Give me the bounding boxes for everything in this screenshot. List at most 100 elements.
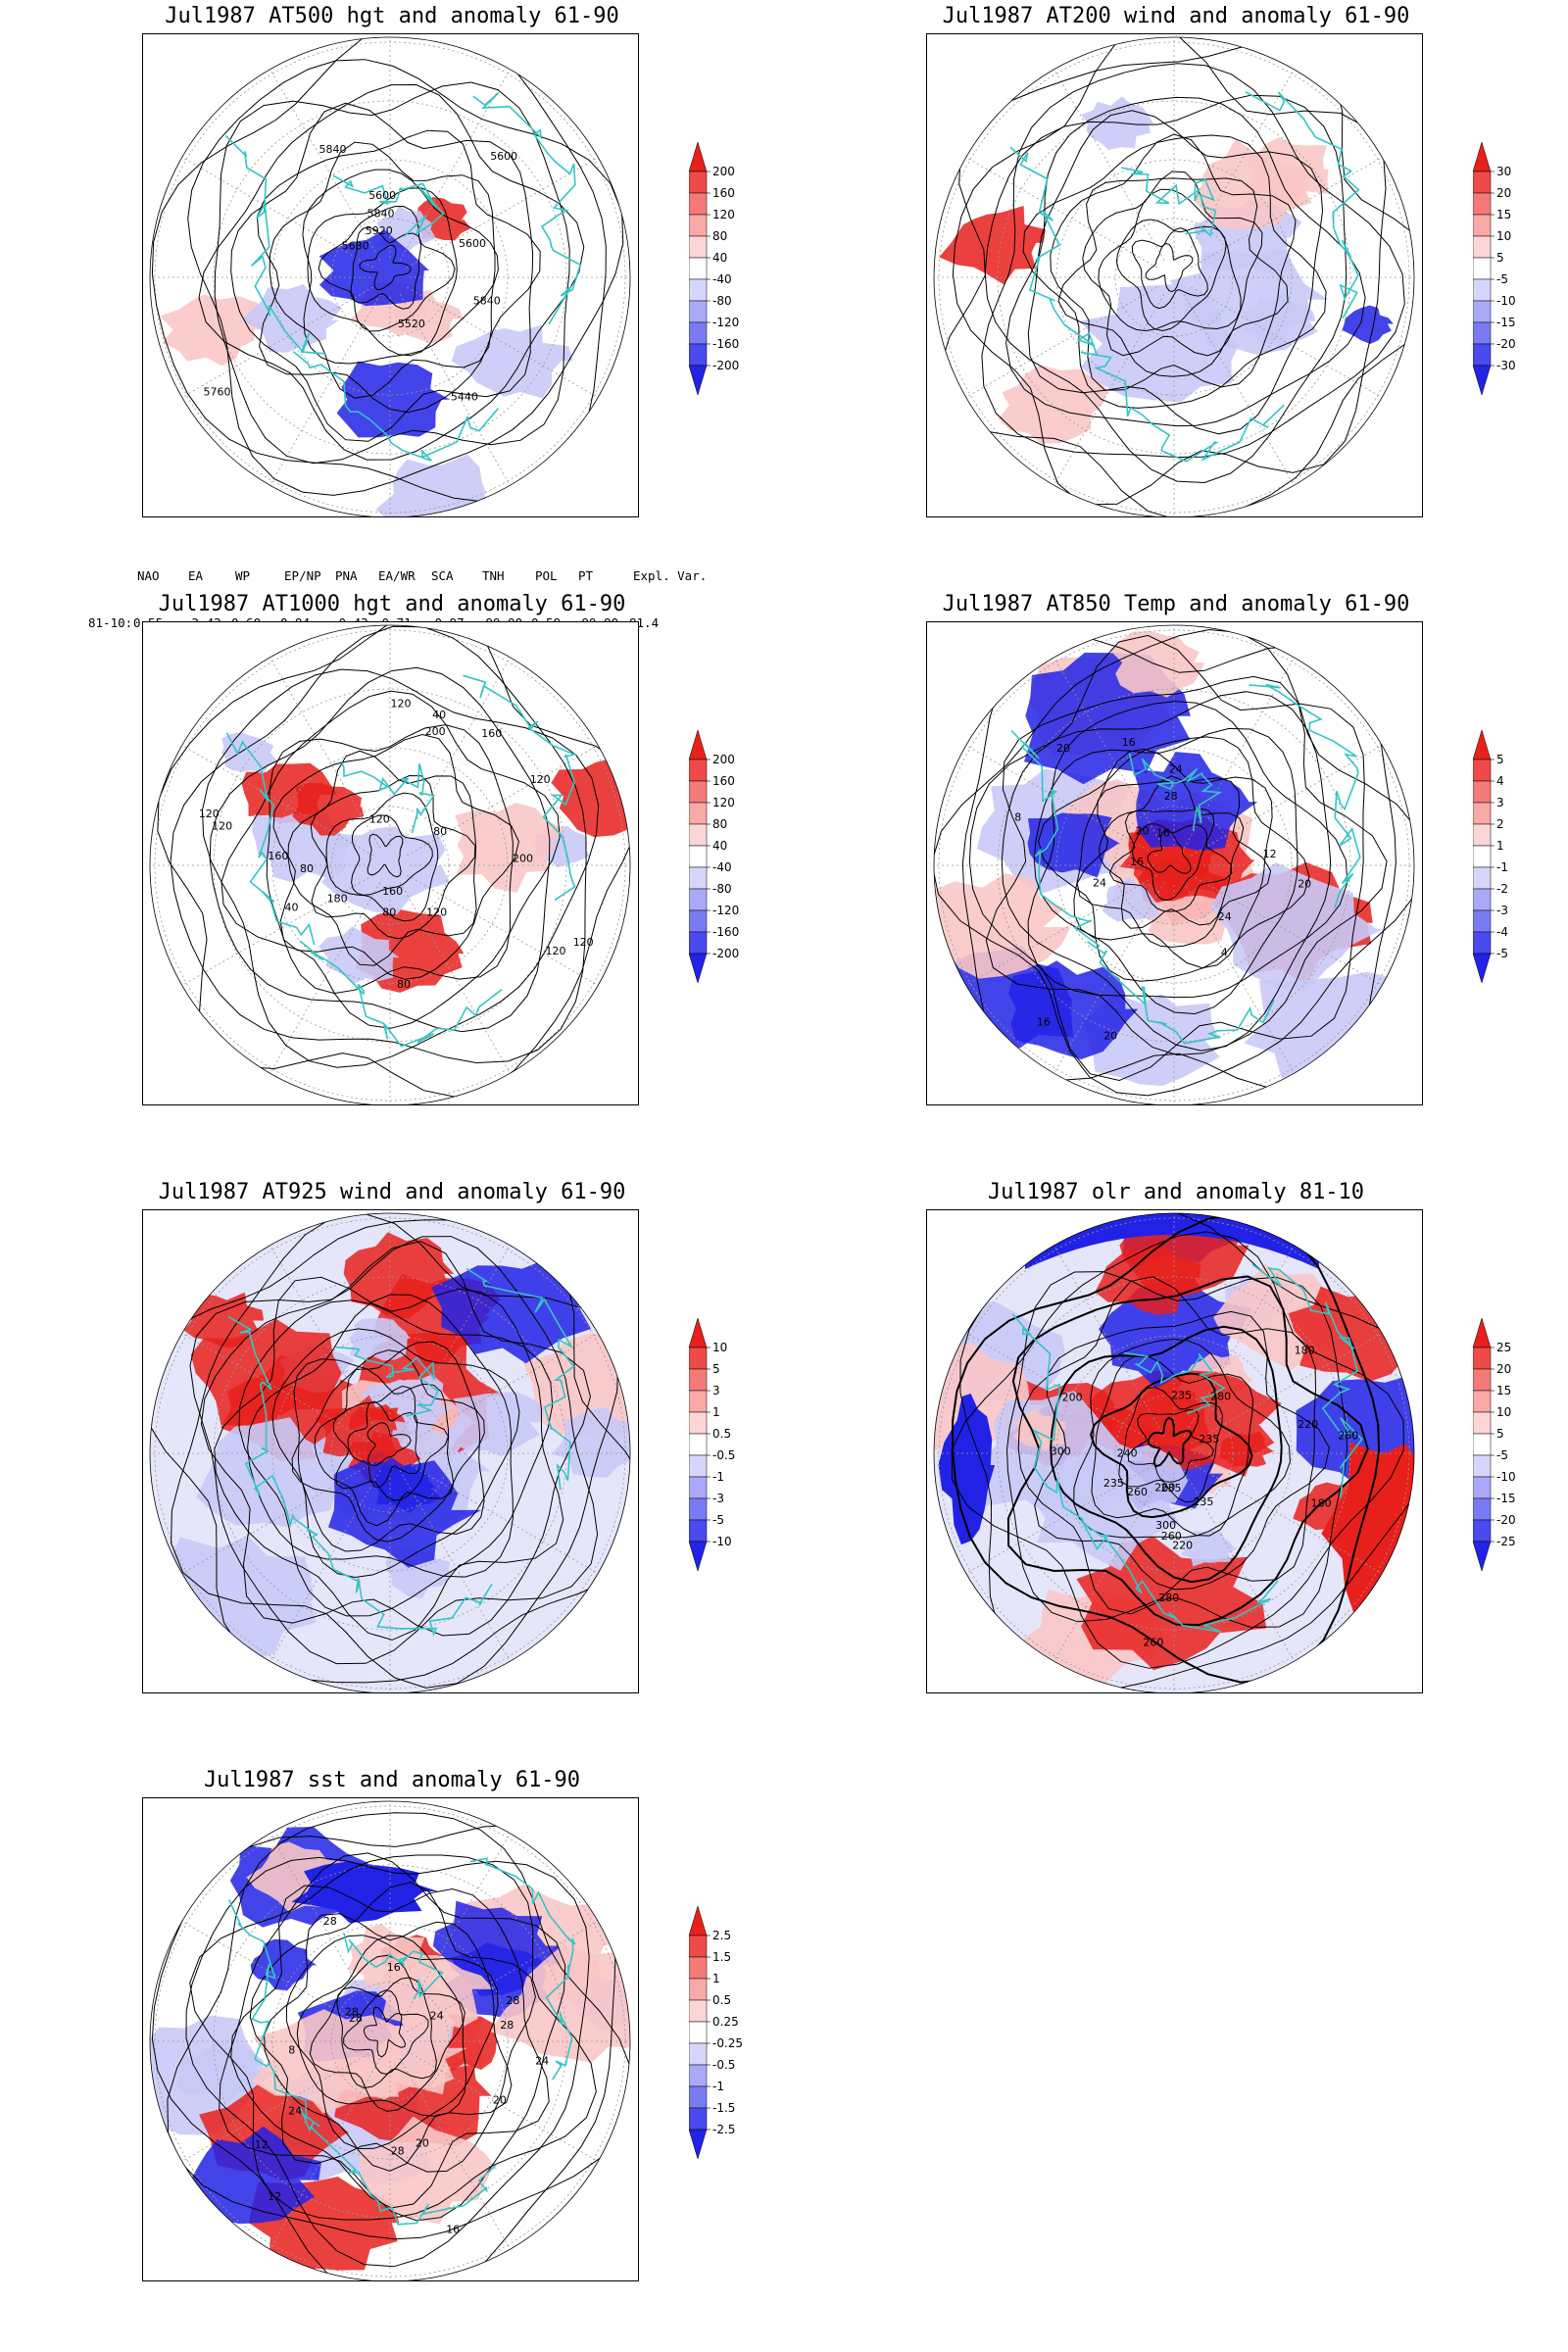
colorbar-tick-label: -40 [712, 860, 732, 874]
coastline [227, 1899, 320, 2128]
colorbar-tick-label: -15 [1496, 1492, 1516, 1505]
colorbar-segment [1473, 192, 1492, 216]
colorbar-tick-label: -20 [1496, 337, 1516, 351]
anomaly-area [1133, 1370, 1282, 1477]
coastline [340, 760, 435, 834]
contour-label: 5840 [368, 208, 395, 220]
contour-line [1131, 227, 1208, 310]
colorbar-arrow-top [689, 1906, 708, 1936]
contour-line [347, 1400, 420, 1488]
colorbar: 200 160 120 80 40 -40 -80 -120 -160 -200 [689, 142, 807, 436]
colorbar-tick-label: -5 [1496, 272, 1508, 286]
colorbar-tick-label: 80 [712, 229, 727, 243]
colorbar-tick-label: 4 [1496, 774, 1504, 788]
index-header: POL [535, 568, 558, 583]
contour-line [359, 244, 412, 291]
contour-label: 24 [535, 2055, 549, 2068]
colorbar-segment [1473, 1347, 1492, 1370]
colorbar-segment [689, 2085, 708, 2109]
contour-label: 120 [546, 945, 566, 957]
anomaly-area [241, 284, 342, 353]
anomaly-area [1296, 1372, 1414, 1491]
colorbar-tick-label: -25 [1496, 1535, 1516, 1548]
contour-line [1005, 1271, 1348, 1628]
contour-label: 235 [1103, 1477, 1124, 1490]
colorbar-tick-label: 3 [1496, 796, 1504, 809]
colorbar-tick-label: 120 [712, 208, 735, 221]
contour-line [1118, 1387, 1223, 1503]
contour-label: 20 [493, 2093, 507, 2106]
colorbar-segment [689, 1476, 708, 1499]
contour-line [363, 2006, 406, 2058]
anomaly-area [522, 1333, 630, 1442]
coastline [1123, 1351, 1226, 1415]
colorbar-segment [689, 1433, 708, 1456]
contour-line [1145, 242, 1194, 293]
coastline [1128, 753, 1223, 831]
colorbar-arrow-top [1473, 142, 1492, 172]
colorbar-arrow-bottom [689, 2129, 708, 2160]
anomaly-area [374, 1463, 441, 1513]
colorbar-tick-label: -10 [1496, 1470, 1516, 1484]
polar-map [926, 33, 1423, 517]
colorbar-segment [1473, 802, 1492, 825]
contour-label: 260 [1161, 1530, 1182, 1543]
colorbar-tick-label: 200 [712, 753, 735, 766]
colorbar-segment [689, 2042, 708, 2066]
contour-label: 16 [1037, 1015, 1051, 1028]
panel-at500-hgt: Jul1987 AT500 hgt and anomaly 61-90 5840… [0, 0, 784, 630]
polar-map: 220 240 260 235 260 220 235 180 180 260 235 200 235 2… [926, 1209, 1423, 1693]
contour-label: 5840 [473, 294, 501, 307]
colorbar-segment [689, 171, 708, 194]
contour-line [343, 1989, 429, 2075]
contour-label: 160 [481, 727, 502, 740]
colorbar-tick-label: 5 [1496, 1427, 1504, 1441]
contour-label: 24 [288, 2104, 302, 2117]
colorbar-tick-label: -160 [712, 925, 739, 939]
indices-header-row: NAO EA WP EP/NP PNA EA/WR SCA TNH POL PT Expl. Var… [88, 568, 774, 584]
polar-map: 120 160 120 200 160 120 80 40 40 120 180 80 120 200 16… [142, 621, 639, 1105]
anomaly-area [1027, 812, 1120, 878]
contour-line [167, 1812, 630, 2240]
contour-label: 5600 [459, 237, 486, 250]
contour-label: 260 [1154, 1482, 1175, 1494]
contour-line [981, 63, 1405, 459]
contour-label: 180 [1311, 1496, 1332, 1509]
contour-label: 120 [369, 813, 390, 826]
anomaly-area [187, 2126, 321, 2225]
anomaly-area [375, 454, 488, 516]
contour-line [201, 668, 600, 1068]
contour-line [1027, 110, 1324, 435]
contour-label: 200 [425, 725, 446, 738]
contour-label: 20 [1136, 825, 1150, 838]
contour-line [1057, 177, 1289, 377]
contour-label: 28 [500, 2019, 514, 2032]
contour-label: 235 [1161, 1482, 1182, 1494]
anomaly-area [1244, 971, 1414, 1079]
anomaly-area [1076, 1537, 1267, 1671]
colorbar-segment [1473, 343, 1492, 367]
colorbar-arrow-top [689, 730, 708, 760]
colorbar-tick-label: -3 [712, 1492, 724, 1505]
colorbar-arrow-bottom [1473, 1541, 1492, 1572]
coastline [1011, 1313, 1103, 1539]
colorbar-segment [689, 1519, 708, 1543]
colorbar-tick-label: 1.5 [712, 1950, 731, 1964]
contour-label: 5440 [451, 391, 478, 404]
contour-line [1005, 96, 1366, 427]
colorbar-segment [689, 2021, 708, 2044]
colorbar-segment [1473, 866, 1492, 890]
contour-label: 28 [391, 2144, 405, 2157]
contour-line [310, 774, 476, 940]
colorbar-tick-label: -5 [1496, 947, 1508, 960]
colorbar: 200 160 120 80 40 -40 -80 -120 -160 -200 [689, 730, 807, 1024]
contour-line [1073, 748, 1273, 969]
meridian-line [1054, 69, 1165, 261]
contour-label: 12 [268, 2190, 281, 2203]
contour-line [934, 628, 1414, 1097]
contour-label: 5760 [204, 386, 231, 399]
anomaly-area [1342, 305, 1394, 344]
contour-label: 4 [1221, 947, 1228, 959]
coastline [343, 1933, 444, 2000]
colorbar-tick-label: -5 [712, 1513, 724, 1527]
